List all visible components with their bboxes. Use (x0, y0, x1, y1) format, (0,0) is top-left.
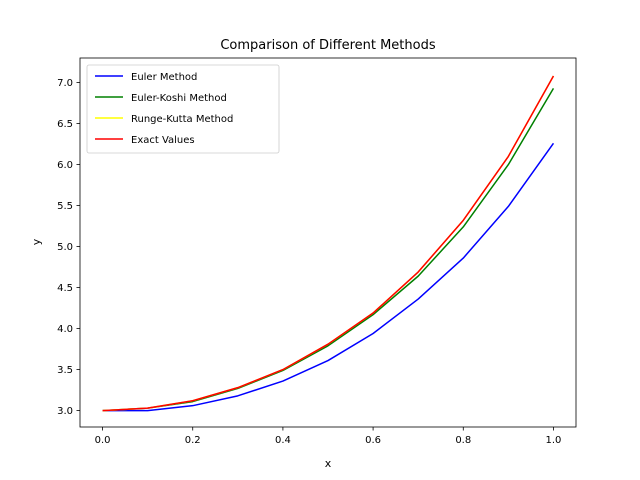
y-axis: 3.0 3.5 4.0 4.5 5.0 5.5 6.0 6.5 7.0 (57, 78, 80, 417)
legend-box (86, 64, 280, 154)
y-tick-label: 6.5 (57, 119, 73, 130)
legend-label: Euler Method (131, 72, 197, 83)
y-tick-label: 3.0 (57, 406, 73, 417)
chart-title: Comparison of Different Methods (220, 38, 435, 53)
legend-label: Runge-Kutta Method (131, 114, 233, 125)
series-layer (102, 75, 555, 412)
x-axis: 0.0 0.2 0.4 0.6 0.8 1.0 (95, 427, 562, 446)
plot-area (79, 57, 577, 428)
y-tick-label: 6.0 (57, 160, 73, 171)
x-tick-label: 0.2 (185, 435, 201, 446)
legend-label: Exact Values (131, 135, 195, 146)
x-tick-label: 1.0 (546, 435, 562, 446)
y-axis-label: y (30, 238, 43, 245)
x-tick-label: 0.4 (275, 435, 291, 446)
y-tick-label: 4.5 (57, 283, 73, 294)
x-tick-label: 0.0 (95, 435, 111, 446)
x-tick-label: 0.8 (455, 435, 471, 446)
x-tick-label: 0.6 (365, 435, 381, 446)
x-axis-label: x (325, 457, 332, 470)
legend-label: Euler-Koshi Method (131, 93, 227, 104)
y-tick-label: 7.0 (57, 78, 73, 89)
y-tick-label: 3.5 (57, 365, 73, 376)
series-line-3 (102, 75, 555, 412)
legend: Euler Method Euler-Koshi Method Runge-Kutt… (86, 64, 280, 154)
y-tick-label: 5.0 (57, 242, 73, 253)
y-tick-label: 5.5 (57, 201, 73, 212)
series-line-0 (102, 142, 555, 412)
y-tick-label: 4.0 (57, 324, 73, 335)
